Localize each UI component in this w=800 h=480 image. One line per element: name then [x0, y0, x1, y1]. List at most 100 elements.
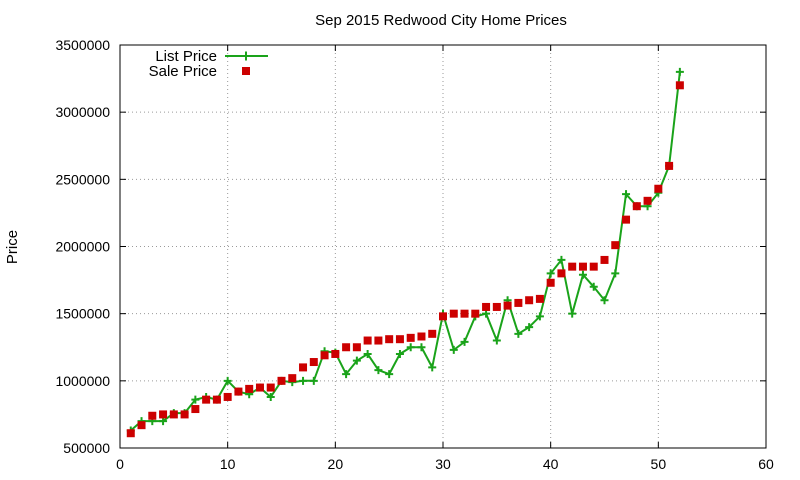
x-tick-label: 40 — [543, 456, 559, 472]
list-price-point — [482, 309, 491, 318]
sale-price-point — [632, 202, 641, 211]
legend-label-list-price: List Price — [155, 48, 217, 65]
sale-price-point — [525, 296, 534, 305]
x-tick-label: 30 — [435, 456, 451, 472]
list-price-point — [675, 67, 684, 76]
ticks: 0 10 20 30 40 50 60 500000 1000000 1500000 2000000… — [55, 37, 774, 472]
legend-marker-list-price — [241, 51, 251, 61]
list-price-point — [374, 366, 383, 375]
list-price-point — [622, 190, 631, 199]
list-price-point — [406, 343, 415, 352]
y-tick-label: 1500000 — [55, 306, 110, 322]
sale-price-point — [611, 241, 620, 250]
sale-price-point — [535, 294, 544, 303]
plot-area-frame — [119, 44, 767, 449]
list-price-point — [159, 417, 168, 426]
sale-price-point — [342, 343, 351, 352]
list-price-point — [449, 345, 458, 354]
list-price-point — [309, 376, 318, 385]
sale-price-point — [309, 358, 318, 367]
sale-price-point — [503, 301, 512, 310]
sale-price-point — [202, 395, 211, 404]
sale-price-point — [514, 298, 523, 307]
list-price-point — [578, 270, 587, 279]
list-price-point — [342, 370, 351, 379]
sale-price-point — [234, 387, 243, 396]
sale-price-point — [482, 302, 491, 311]
sale-price-point — [428, 329, 437, 338]
list-price-point — [223, 376, 232, 385]
sale-price-point — [352, 343, 361, 352]
sale-price-point — [546, 278, 555, 287]
x-tick-label: 0 — [116, 456, 124, 472]
list-price-line — [130, 71, 681, 432]
y-tick-label: 1000000 — [55, 373, 110, 389]
series — [126, 67, 684, 438]
y-axis-label: Price — [4, 230, 21, 264]
list-price-point — [611, 269, 620, 278]
sale-price-point — [126, 429, 135, 438]
list-price-point — [385, 370, 394, 379]
sale-price-point — [578, 262, 587, 271]
x-tick-label: 50 — [651, 456, 667, 472]
sale-price-point — [589, 262, 598, 271]
sale-price-point — [331, 349, 340, 358]
sale-price-point — [622, 215, 631, 224]
list-price-point — [460, 337, 469, 346]
sale-price-point — [417, 332, 426, 341]
sale-price-point — [449, 309, 458, 318]
sale-price-point — [471, 309, 480, 318]
sale-price-point — [255, 383, 264, 392]
sale-price-point — [568, 262, 577, 271]
list-price-point — [589, 282, 598, 291]
grid — [120, 45, 766, 448]
list-price-point — [557, 255, 566, 264]
sale-price-point — [320, 351, 329, 360]
sale-price-point — [675, 81, 684, 90]
sale-price-point — [406, 333, 415, 342]
list-price-point — [600, 296, 609, 305]
list-price-point — [417, 343, 426, 352]
legend-label-sale-price: Sale Price — [149, 63, 217, 80]
y-tick-label: 3500000 — [55, 37, 110, 53]
sale-price-point — [169, 410, 178, 419]
sale-price-point — [374, 336, 383, 345]
legend-marker-sale-price — [242, 67, 250, 75]
sale-price-point — [180, 410, 189, 419]
sale-price-point — [137, 421, 146, 430]
y-tick-label: 2500000 — [55, 171, 110, 187]
list-price-point — [535, 312, 544, 321]
sale-price-point — [223, 392, 232, 401]
sale-price-point — [557, 269, 566, 278]
sale-price-point — [654, 184, 663, 193]
sale-price-point — [665, 161, 674, 170]
sale-price-point — [266, 383, 275, 392]
sale-price-point — [299, 363, 308, 372]
sale-price-point — [148, 411, 157, 420]
list-price-point — [266, 392, 275, 401]
list-price-point — [492, 336, 501, 345]
sale-price-point — [288, 374, 297, 383]
list-price-point — [546, 269, 555, 278]
x-tick-label: 20 — [328, 456, 344, 472]
y-tick-label: 2000000 — [55, 239, 110, 255]
chart-title: Sep 2015 Redwood City Home Prices — [315, 12, 567, 29]
legend: List Price Sale Price — [149, 48, 268, 80]
sale-price-point — [492, 302, 501, 311]
list-price-point — [395, 349, 404, 358]
sale-price-point — [277, 376, 286, 385]
list-price-point — [191, 395, 200, 404]
sale-price-point — [643, 196, 652, 205]
list-price-point — [568, 309, 577, 318]
sale-price-point — [395, 335, 404, 344]
list-price-point — [352, 356, 361, 365]
sale-price-point — [363, 336, 372, 345]
x-tick-label: 60 — [758, 456, 774, 472]
x-tick-label: 10 — [220, 456, 236, 472]
list-price-point — [428, 363, 437, 372]
sale-price-point — [191, 405, 200, 414]
sale-price-point — [600, 255, 609, 264]
list-price-point — [525, 323, 534, 332]
list-price-point — [299, 376, 308, 385]
